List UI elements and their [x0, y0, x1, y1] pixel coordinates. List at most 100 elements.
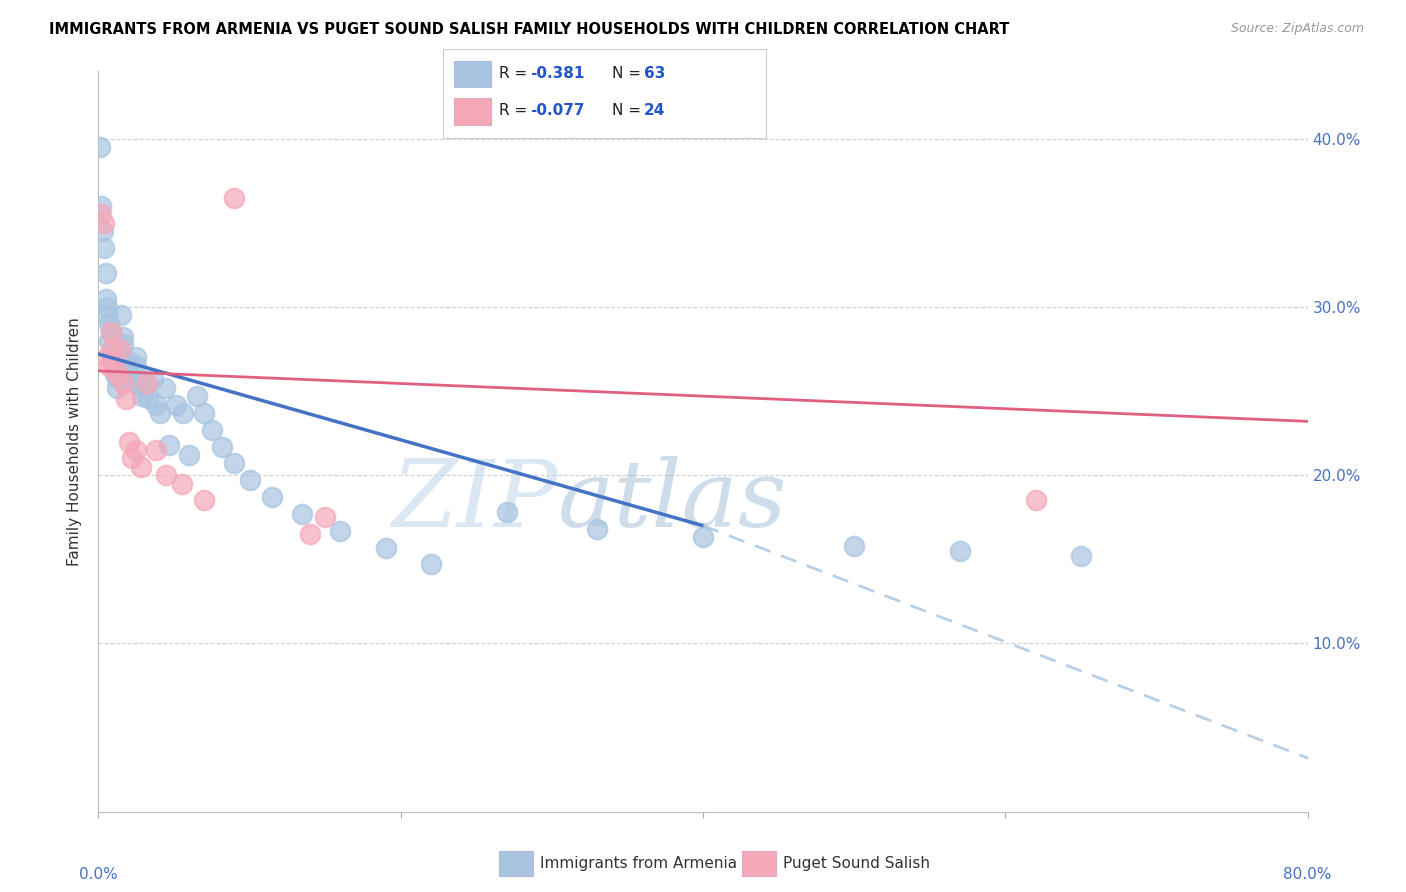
Point	[118, 355, 141, 369]
Point	[291, 507, 314, 521]
Point	[128, 372, 150, 386]
Point	[125, 359, 148, 373]
Point	[89, 140, 111, 154]
Point	[145, 442, 167, 457]
Point	[105, 370, 128, 384]
Point	[374, 541, 396, 555]
Point	[91, 224, 114, 238]
Point	[495, 505, 517, 519]
Point	[211, 440, 233, 454]
Point	[125, 442, 148, 457]
Point	[134, 381, 156, 395]
Point	[103, 359, 125, 373]
Point	[103, 353, 125, 368]
Text: ZIP: ZIP	[391, 456, 558, 546]
Point	[165, 398, 187, 412]
Point	[101, 351, 124, 365]
Point	[100, 325, 122, 339]
Point	[224, 190, 246, 204]
Text: IMMIGRANTS FROM ARMENIA VS PUGET SOUND SALISH FAMILY HOUSEHOLDS WITH CHILDREN CO: IMMIGRANTS FROM ARMENIA VS PUGET SOUND S…	[49, 22, 1010, 37]
Point	[159, 438, 181, 452]
Point	[107, 359, 129, 373]
Point	[692, 531, 714, 545]
Point	[586, 522, 609, 536]
Point	[155, 468, 177, 483]
Point	[104, 359, 127, 373]
Point	[114, 392, 136, 407]
Point	[98, 359, 121, 373]
Point	[844, 539, 866, 553]
Point	[314, 510, 336, 524]
Point	[93, 216, 115, 230]
Point	[193, 493, 215, 508]
Point	[108, 364, 131, 378]
Point	[96, 309, 118, 323]
Point	[111, 376, 134, 390]
Point	[94, 266, 117, 280]
Point	[131, 389, 153, 403]
Point	[224, 457, 246, 471]
Text: Immigrants from Armenia: Immigrants from Armenia	[540, 856, 737, 871]
Point	[142, 372, 165, 386]
Point	[105, 381, 128, 395]
Point	[118, 434, 141, 449]
Point	[262, 490, 284, 504]
Point	[136, 391, 159, 405]
Y-axis label: Family Households with Children: Family Households with Children	[67, 318, 83, 566]
Point	[121, 451, 143, 466]
Text: R =: R =	[499, 66, 533, 80]
Point	[114, 364, 136, 378]
Point	[329, 524, 352, 538]
Point	[201, 423, 224, 437]
Point	[105, 368, 128, 382]
Point	[100, 325, 122, 339]
Point	[93, 241, 115, 255]
Point	[98, 317, 121, 331]
Point	[125, 351, 148, 365]
Point	[193, 406, 215, 420]
Point	[108, 342, 131, 356]
Text: 0.0%: 0.0%	[79, 867, 118, 882]
Point	[1024, 493, 1046, 508]
Point	[90, 199, 112, 213]
Point	[124, 376, 146, 390]
Point	[120, 370, 142, 384]
Text: 24: 24	[644, 103, 665, 118]
Point	[299, 527, 322, 541]
Point	[170, 476, 193, 491]
Text: N =: N =	[612, 66, 645, 80]
Point	[153, 381, 176, 395]
Point	[104, 368, 127, 382]
Point	[111, 337, 134, 351]
Point	[145, 398, 167, 412]
Point	[101, 342, 124, 356]
Point	[135, 376, 157, 390]
Text: R =: R =	[499, 103, 533, 118]
Text: 63: 63	[644, 66, 665, 80]
Text: -0.381: -0.381	[530, 66, 585, 80]
Text: Source: ZipAtlas.com: Source: ZipAtlas.com	[1230, 22, 1364, 36]
Point	[101, 342, 124, 356]
Text: 80.0%: 80.0%	[1284, 867, 1331, 882]
Point	[239, 473, 262, 487]
Point	[121, 372, 143, 386]
Point	[179, 448, 201, 462]
Point	[129, 459, 152, 474]
Point	[420, 558, 443, 572]
Point	[1070, 549, 1092, 563]
Point	[111, 330, 134, 344]
Point	[98, 334, 121, 348]
Point	[186, 389, 208, 403]
Point	[172, 406, 194, 420]
Text: -0.077: -0.077	[530, 103, 585, 118]
Text: N =: N =	[612, 103, 645, 118]
Point	[949, 544, 972, 558]
Point	[112, 355, 135, 369]
Text: atlas: atlas	[558, 456, 787, 546]
Text: Puget Sound Salish: Puget Sound Salish	[783, 856, 931, 871]
Point	[115, 372, 138, 386]
Point	[110, 309, 132, 323]
Point	[96, 300, 118, 314]
Point	[94, 292, 117, 306]
Point	[149, 406, 172, 420]
